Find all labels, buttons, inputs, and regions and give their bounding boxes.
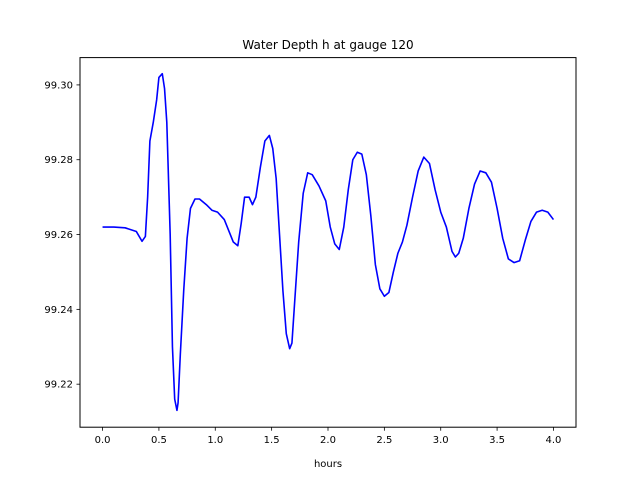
x-axis-label: hours xyxy=(314,459,342,470)
x-tick-label: 0.5 xyxy=(151,435,167,446)
axes-frame xyxy=(79,57,577,428)
plot-area: 0.0 0.5 1.0 1.5 2.0 2.5 3.0 3.5 4.0 99.2299.2499… xyxy=(44,57,577,446)
y-tick-label: 99.28 xyxy=(44,155,73,166)
series-line-1 xyxy=(102,72,555,412)
y-tick-label: 99.26 xyxy=(44,230,73,241)
x-tick-label: 1.5 xyxy=(264,435,280,446)
y-tick-label: 99.24 xyxy=(44,305,73,316)
x-tick-label: 2.0 xyxy=(320,435,336,446)
y-axis-ticks: 99.22 99.24 99.26 99.28 99.30 xyxy=(44,80,80,391)
x-tick-label: 2.5 xyxy=(376,435,392,446)
x-tick-label: 1.0 xyxy=(207,435,223,446)
x-tick-label: 3.5 xyxy=(489,435,505,446)
y-tick-label: 99.30 xyxy=(44,80,73,91)
x-tick-label: 3.0 xyxy=(433,435,449,446)
series-layer xyxy=(102,72,555,412)
chart-title: Water Depth h at gauge 120 xyxy=(242,38,413,52)
x-axis-ticks: 0.0 0.5 1.0 1.5 2.0 2.5 3.0 3.5 4.0 xyxy=(95,427,562,446)
x-tick-label: 0.0 xyxy=(95,435,111,446)
x-tick-label: 4.0 xyxy=(546,435,562,446)
y-tick-label: 99.22 xyxy=(44,380,73,391)
